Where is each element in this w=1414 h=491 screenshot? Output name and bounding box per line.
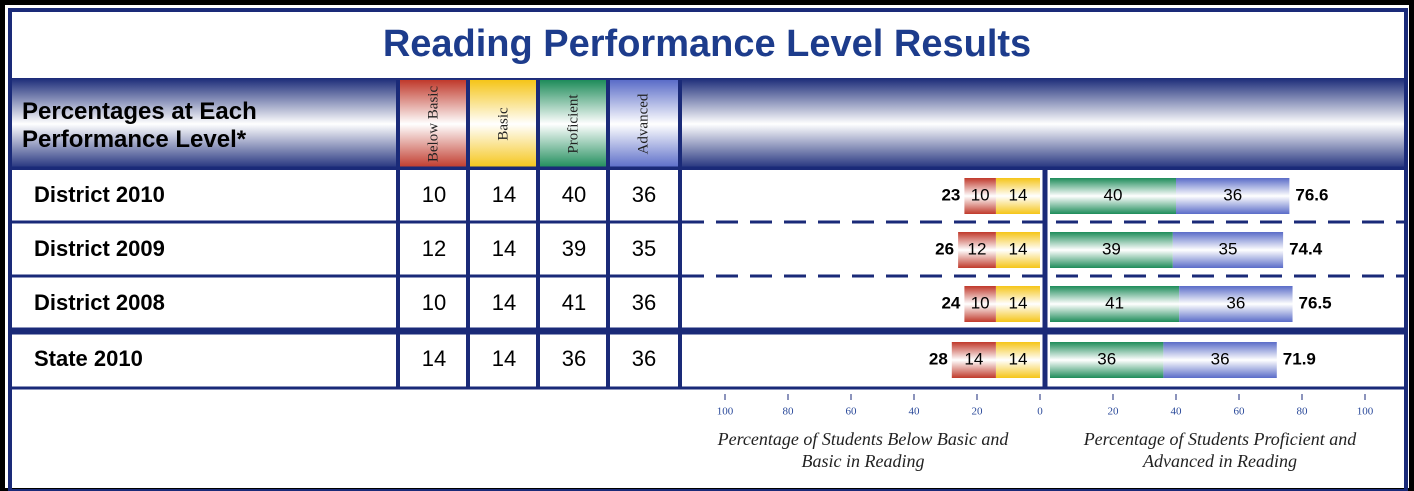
bar-label: 36 [1223,185,1242,204]
bar-label: 10 [971,293,990,312]
bar-label: 36 [1211,349,1230,368]
x-tick-label: 80 [783,406,795,418]
x-tick-label: 40 [1171,406,1183,418]
bar-label: 35 [1219,239,1238,258]
cell-value: 36 [632,290,656,315]
bar-segment [995,342,1040,378]
left-total: 24 [941,293,960,312]
column-header-cell [610,80,678,168]
x-tick-label: 60 [1234,406,1246,418]
bar-label: 12 [968,239,987,258]
bar-label: 14 [1008,239,1027,258]
x-tick-label: 20 [972,406,984,418]
left-total: 26 [935,239,954,258]
cell-value: 12 [422,236,446,261]
x-tick-label: 100 [717,406,734,418]
bar-segment [1050,286,1180,322]
bar-label: 14 [964,349,983,368]
x-tick-label: 20 [1108,406,1120,418]
bar-label: 39 [1102,239,1121,258]
column-header: Advanced [635,93,651,154]
bar-label: 36 [1226,293,1245,312]
cell-value: 40 [562,182,586,207]
cell-value: 36 [562,346,586,371]
cell-value: 14 [492,236,516,261]
bar-label: 10 [971,185,990,204]
bar-segment [964,286,996,322]
bar-segment [995,232,1040,268]
header-band [12,78,1404,170]
cell-value: 39 [562,236,586,261]
cell-value: 41 [562,290,586,315]
cell-value: 36 [632,182,656,207]
x-tick-label: 60 [846,406,858,418]
cell-value: 14 [492,346,516,371]
bar-segment [964,178,996,214]
cell-value: 10 [422,290,446,315]
inner-frame [8,8,1408,491]
row-label: District 2008 [34,290,165,315]
row-label: District 2010 [34,182,165,207]
bar-segment [1172,232,1284,268]
column-header: Basic [495,107,511,141]
cell-value: 14 [422,346,446,371]
bar-label: 14 [1008,349,1027,368]
column-header-cell [400,80,468,168]
x-axis-label-left: Percentage of Students Below Basic and B… [717,429,1009,471]
x-tick-label: 100 [1357,406,1374,418]
left-total: 28 [929,349,948,368]
bar-segment [1050,178,1176,214]
bar-segment [951,342,996,378]
cell-value: 14 [492,290,516,315]
cell-value: 36 [632,346,656,371]
column-header: Proficient [565,94,581,154]
row-label: State 2010 [34,346,143,371]
cell-value: 35 [632,236,656,261]
x-tick-label: 40 [909,406,921,418]
right-total: 74.4 [1289,239,1323,258]
bar-segment [1050,232,1173,268]
left-total: 23 [941,185,960,204]
bar-segment [995,178,1040,214]
bar-label: 14 [1008,185,1027,204]
x-axis-label-right: Percentage of Students Proficient and Ad… [1083,429,1357,471]
bar-segment [1176,178,1290,214]
right-total: 76.5 [1299,293,1332,312]
bar-segment [995,286,1040,322]
bar-label: 41 [1105,293,1124,312]
bar-segment [958,232,996,268]
title: Reading Performance Level Results [383,23,1031,65]
column-header-cell [540,80,608,168]
bar-segment [1163,342,1277,378]
right-total: 76.6 [1295,185,1328,204]
x-tick-label: 0 [1037,406,1043,418]
cell-value: 10 [422,182,446,207]
bar-label: 14 [1008,293,1027,312]
bar-segment [1050,342,1164,378]
bar-label: 36 [1097,349,1116,368]
column-header-cell [470,80,538,168]
column-header: Below Basic [425,86,441,163]
bar-label: 40 [1104,185,1123,204]
x-tick-label: 80 [1297,406,1309,418]
cell-value: 14 [492,182,516,207]
bar-segment [1179,286,1293,322]
right-total: 71.9 [1283,349,1316,368]
row-header: Percentages at Each Performance Level* [22,98,257,153]
row-label: District 2009 [34,236,165,261]
